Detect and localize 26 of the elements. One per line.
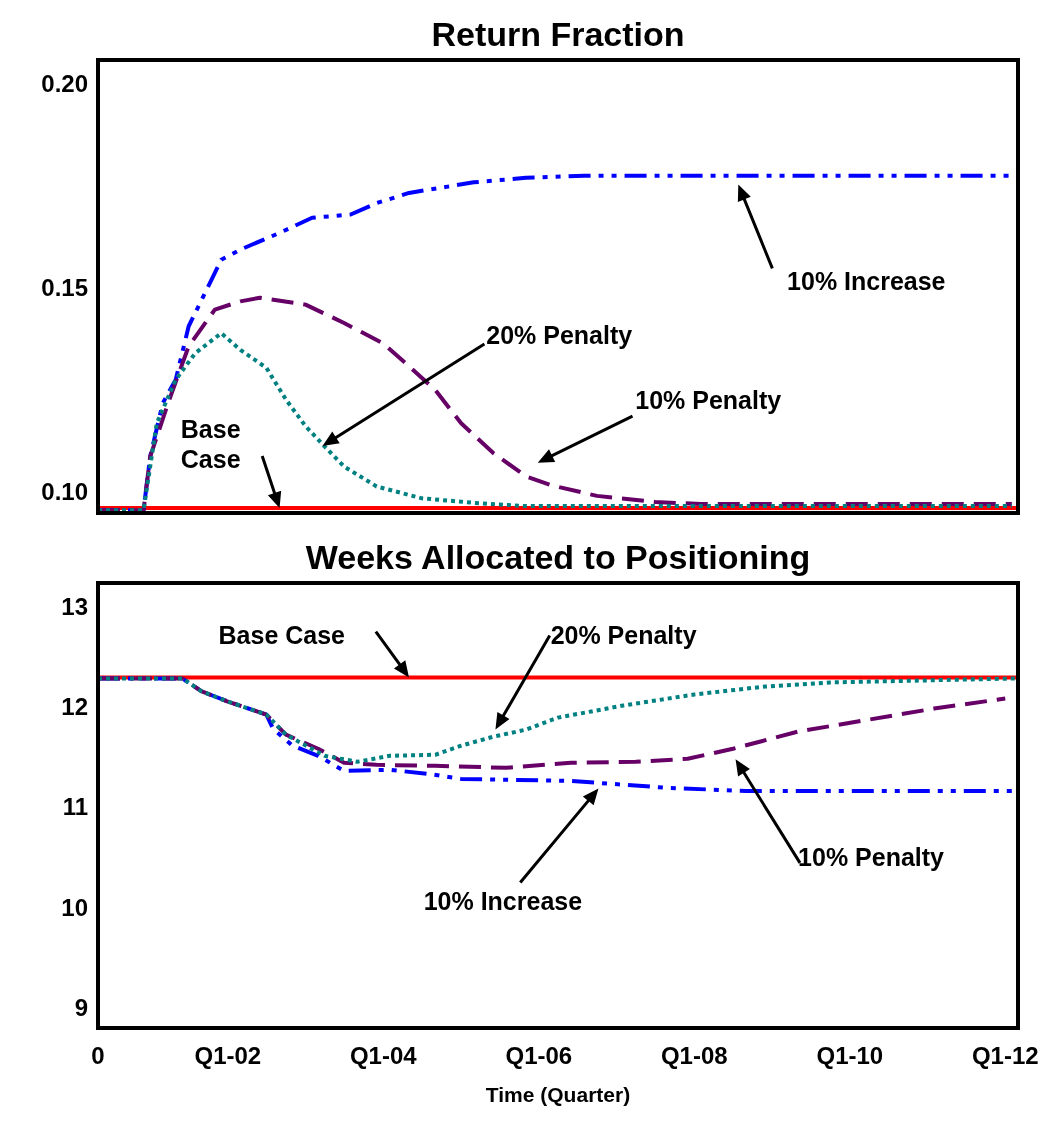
y-tick-label: 10 [61,893,88,921]
annotation: 10% Increase [787,266,946,295]
y-tick-label: 13 [61,592,88,620]
x-tick-label: Q1-04 [349,1042,418,1069]
annotation: Base Case [218,621,346,650]
annotation: 10% Increase [423,887,583,916]
annotation: 10% Penalty [798,842,945,871]
y-tick-label: 0.15 [41,274,88,302]
y-tick-label: 0.10 [41,478,88,506]
x-tick-label: Q1-06 [505,1042,573,1069]
x-tick-label: Q1-12 [971,1042,1039,1069]
x-tick-label: Q1-10 [816,1042,884,1069]
x-axis-title: Time (Quarter) [485,1083,631,1106]
annotation: 10% Penalty [635,386,782,415]
annotation: 20% Penalty [486,321,633,350]
x-tick-label: Q1-08 [660,1042,728,1069]
y-tick-label: 0.20 [41,70,88,98]
y-tick-label: 11 [62,793,88,821]
x-tick-label: 0 [91,1042,105,1069]
annotation: 20% Penalty [550,621,697,650]
chart-title: Return Fraction [431,15,685,53]
annotation: Base Case [180,415,241,474]
y-tick-label: 9 [74,994,88,1022]
x-tick-label: Q1-02 [194,1042,262,1069]
chart-title: Weeks Allocated to Positioning [305,538,811,576]
y-tick-label: 12 [61,692,88,720]
